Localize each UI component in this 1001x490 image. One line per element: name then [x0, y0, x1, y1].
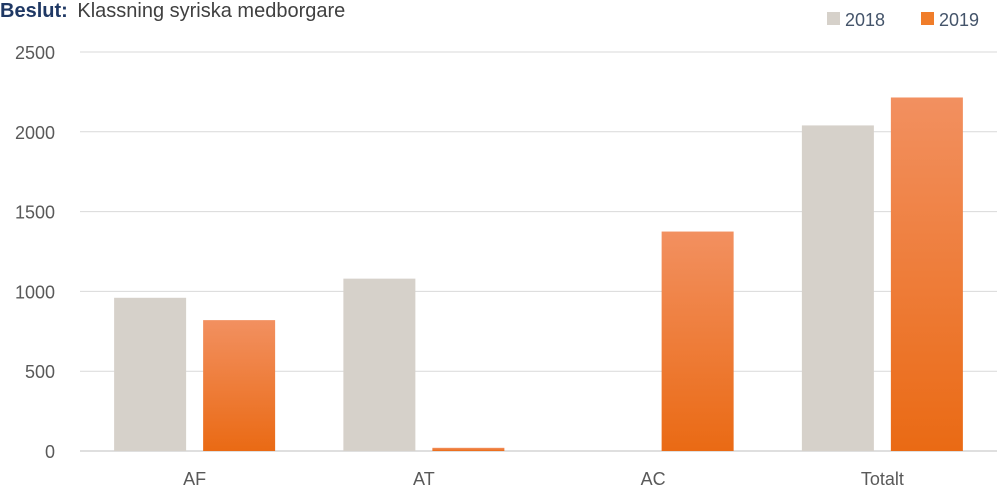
legend-label-2018: 2018: [845, 10, 885, 30]
y-tick-label: 2000: [15, 123, 55, 143]
bar-2018-af: [114, 297, 187, 451]
legend-swatch-2018: [827, 12, 840, 25]
bar-2018-totalt: [801, 125, 874, 451]
y-tick-label: 1500: [15, 203, 55, 223]
legend-swatch-2019: [921, 12, 934, 25]
y-tick-label: 500: [25, 362, 55, 382]
bars: [114, 97, 963, 452]
x-axis: AF AT AC Totalt: [183, 469, 904, 489]
legend: 2018 2019: [827, 10, 979, 30]
y-tick-label: 2500: [15, 43, 55, 63]
y-tick-label: 0: [45, 442, 55, 462]
x-tick-label: Totalt: [861, 469, 904, 489]
legend-label-2019: 2019: [939, 10, 979, 30]
chart-title-text: Klassning syriska medborgare: [77, 0, 345, 22]
bar-2019-ac: [661, 231, 734, 451]
y-axis: 0 500 1000 1500 2000 2500: [15, 43, 55, 462]
bar-2019-af: [203, 320, 276, 451]
bar-2018-at: [343, 278, 416, 451]
bar-2019-at: [432, 447, 505, 451]
x-tick-label: AF: [183, 469, 206, 489]
y-tick-label: 1000: [15, 282, 55, 302]
chart-title: Beslut: Klassning syriska medborgare: [0, 0, 345, 22]
chart-title-prefix: Beslut:: [0, 0, 68, 22]
bar-2019-totalt: [890, 97, 963, 452]
x-tick-label: AT: [413, 469, 435, 489]
x-tick-label: AC: [641, 469, 666, 489]
